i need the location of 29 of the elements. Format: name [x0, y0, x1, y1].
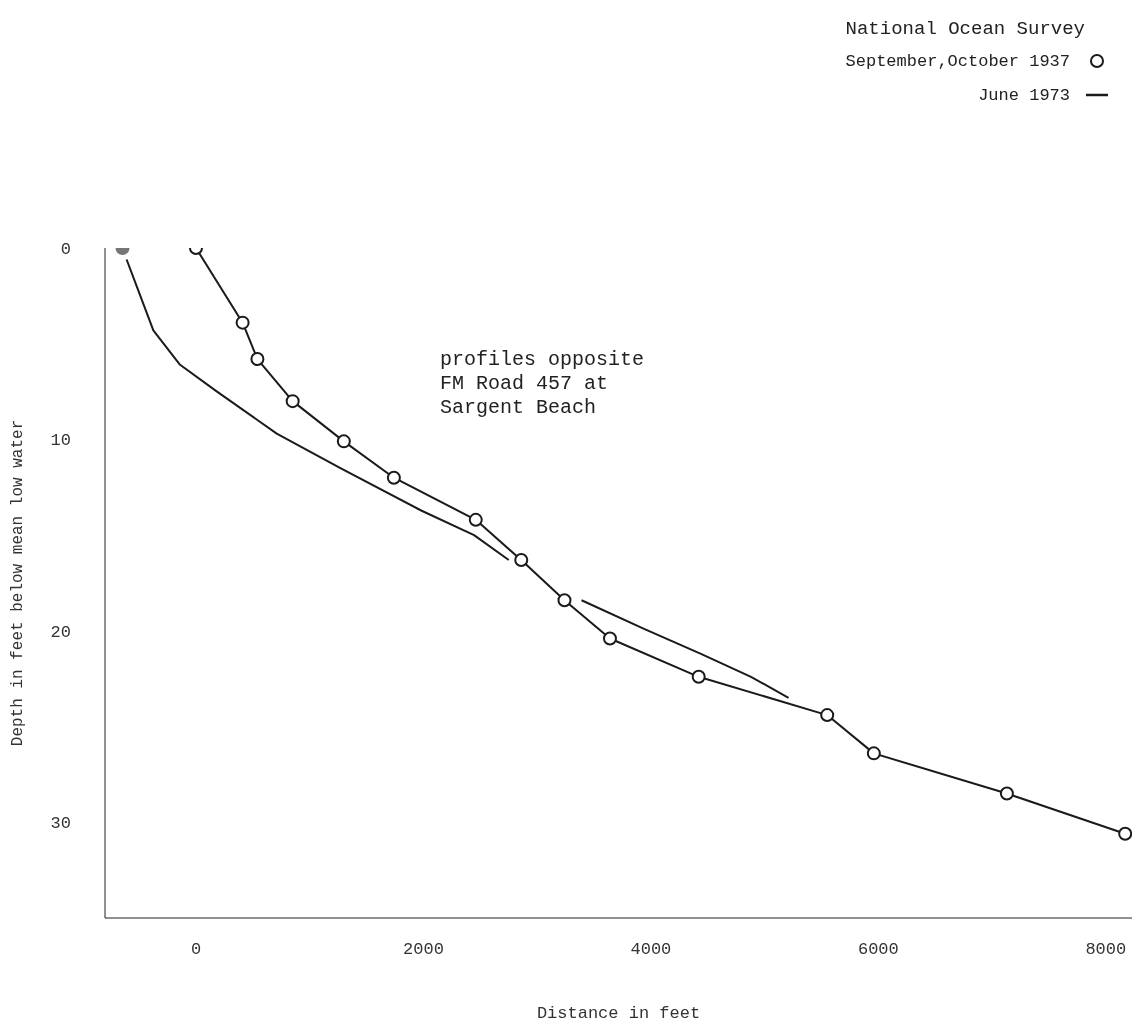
point [557, 593, 572, 608]
point [999, 786, 1014, 801]
point [468, 512, 483, 527]
point [386, 470, 401, 485]
point [250, 352, 265, 367]
point [514, 553, 529, 568]
x-tick-label: 0 [190, 940, 202, 960]
x-tick-label: 2000 [403, 940, 444, 960]
y-tick-label: 30 [50, 814, 71, 834]
x-tick-label: 8000 [1085, 940, 1127, 960]
point [820, 708, 835, 723]
y-tick-label: 0 [60, 240, 71, 260]
point [235, 315, 250, 330]
y-axis-title: Depth in feet below mean low water [8, 419, 27, 747]
point [866, 746, 881, 761]
legend-label: June 1973 [978, 85, 1070, 105]
x-axis-title: Distance in feet [536, 1004, 701, 1023]
legend-label: September,October 1937 [845, 51, 1070, 71]
y-tick-label: 10 [50, 431, 71, 451]
point [336, 434, 351, 449]
legend-title: National Ocean Survey [845, 18, 1086, 40]
point [1118, 826, 1132, 841]
point [285, 394, 300, 409]
x-tick-label: 4000 [630, 940, 672, 960]
x-tick-label: 6000 [857, 940, 899, 960]
annotation: profiles opposite FM Road 457 at Sargent Beach [440, 348, 645, 420]
point [691, 669, 706, 684]
y-tick-label: 20 [50, 622, 71, 642]
point [602, 631, 617, 646]
